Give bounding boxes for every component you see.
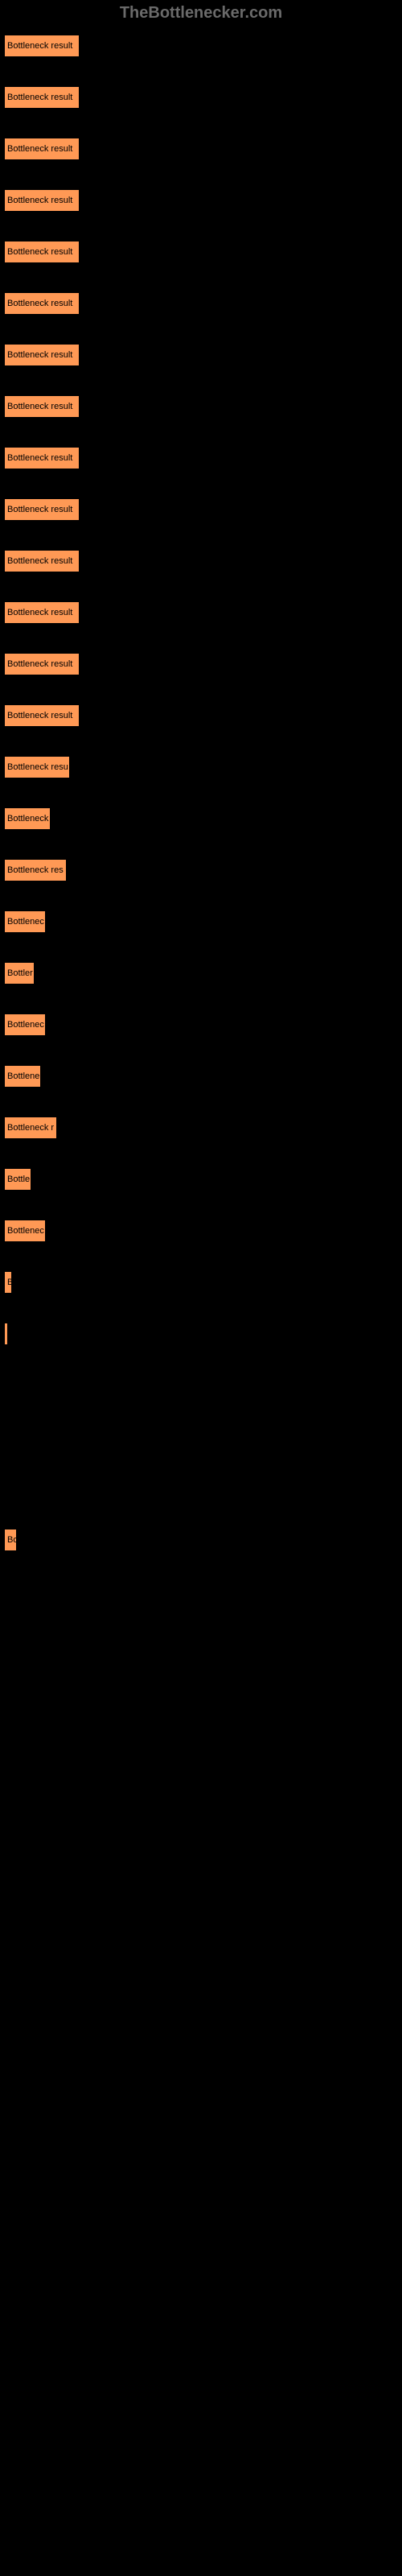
bar-row: Bottleneck result (4, 189, 402, 212)
header-title: TheBottlenecker.com (120, 4, 282, 22)
bar: Bottleneck result (4, 498, 80, 521)
bar: Bottleneck result (4, 550, 80, 572)
bar-label: Bottleneck result (7, 608, 72, 617)
bar-label: Bottleneck resu (7, 762, 68, 772)
bar-label: Bottleneck result (7, 299, 72, 308)
bar-label: Bottle (7, 1174, 30, 1184)
bar: Bottleneck (4, 807, 51, 830)
bar: Bottlene (4, 1065, 41, 1088)
bar: Bottleneck result (4, 138, 80, 160)
bar-row: Bottleneck result (4, 86, 402, 109)
bar-label: Bottleneck res (7, 865, 64, 875)
bar-row: Bottlenec (4, 910, 402, 933)
bar-row (4, 1374, 402, 1397)
bar-label: Bottleneck result (7, 453, 72, 463)
bar-row: Bottleneck r (4, 1117, 402, 1139)
bar-label: Bottlenec (7, 1226, 44, 1236)
bar-row: Bottleneck result (4, 601, 402, 624)
bar: Bottleneck result (4, 395, 80, 418)
bar: Bottleneck result (4, 447, 80, 469)
bar (4, 1323, 8, 1345)
bar: Bottleneck result (4, 86, 80, 109)
bar: Bottlenec (4, 910, 46, 933)
bar-row: Bottleneck result (4, 704, 402, 727)
bar-row: Bottleneck result (4, 35, 402, 57)
bar: Bottleneck result (4, 344, 80, 366)
bar-row: Bottleneck result (4, 344, 402, 366)
bar: Bottlenec (4, 1220, 46, 1242)
bar-row: Bottleneck result (4, 550, 402, 572)
bar-label: Bottleneck result (7, 93, 72, 102)
bar-row: Bottleneck result (4, 447, 402, 469)
bar-row: Bottle (4, 1168, 402, 1191)
bar-row: Bottlene (4, 1065, 402, 1088)
bar: Bottleneck result (4, 189, 80, 212)
bar-label: Bottleneck result (7, 247, 72, 257)
bar: Bottler (4, 962, 35, 985)
bar: Bottleneck result (4, 653, 80, 675)
bar-row (4, 1477, 402, 1500)
bar-row: Bottleneck result (4, 241, 402, 263)
bar-chart: Bottleneck result Bottleneck result Bottle… (0, 27, 402, 1551)
bar-label: Bottleneck result (7, 505, 72, 514)
bar: Bottle (4, 1168, 31, 1191)
bar-row: Bottleneck resu (4, 756, 402, 778)
bar-label: B (7, 1278, 12, 1287)
bar-label: Bottlenec (7, 1020, 44, 1030)
bar-row: Bottlenec (4, 1220, 402, 1242)
bar: Bottleneck result (4, 601, 80, 624)
bar-row: Bottleneck res (4, 859, 402, 881)
bar-label: Bottleneck result (7, 41, 72, 51)
bar-label: Bottleneck r (7, 1123, 54, 1133)
bar: Bottleneck result (4, 704, 80, 727)
bar-row: Bo (4, 1529, 402, 1551)
header: TheBottlenecker.com (0, 0, 402, 27)
bar-row: Bottler (4, 962, 402, 985)
bar-row: Bottleneck result (4, 292, 402, 315)
bar-row (4, 1323, 402, 1345)
bar-label: Bottleneck result (7, 659, 72, 669)
bar-label: Bottleneck (7, 814, 48, 824)
bar: Bo (4, 1529, 17, 1551)
bar-row: Bottleneck result (4, 498, 402, 521)
bar: Bottleneck res (4, 859, 67, 881)
bar-label: Bottler (7, 968, 33, 978)
bar: B (4, 1271, 12, 1294)
bar-label: Bottleneck result (7, 556, 72, 566)
bar-label: Bottlenec (7, 917, 44, 927)
bar-row: Bottlenec (4, 1013, 402, 1036)
bar-label: Bottleneck result (7, 144, 72, 154)
bar-row: Bottleneck result (4, 395, 402, 418)
bar: Bottlenec (4, 1013, 46, 1036)
bar: Bottleneck r (4, 1117, 57, 1139)
bar-label: Bottleneck result (7, 196, 72, 205)
bar: Bottleneck result (4, 35, 80, 57)
bar: Bottleneck result (4, 241, 80, 263)
bar: Bottleneck resu (4, 756, 70, 778)
bar-label: Bottleneck result (7, 402, 72, 411)
bar-row: B (4, 1271, 402, 1294)
bar-label: Bottleneck result (7, 711, 72, 720)
bar-label: Bottleneck result (7, 350, 72, 360)
bar-row: Bottleneck result (4, 138, 402, 160)
bar: Bottleneck result (4, 292, 80, 315)
bar-label: Bottlene (7, 1071, 39, 1081)
bar-label: Bo (7, 1535, 17, 1545)
bar-row: Bottleneck result (4, 653, 402, 675)
bar-row: Bottleneck (4, 807, 402, 830)
bar-row (4, 1426, 402, 1448)
